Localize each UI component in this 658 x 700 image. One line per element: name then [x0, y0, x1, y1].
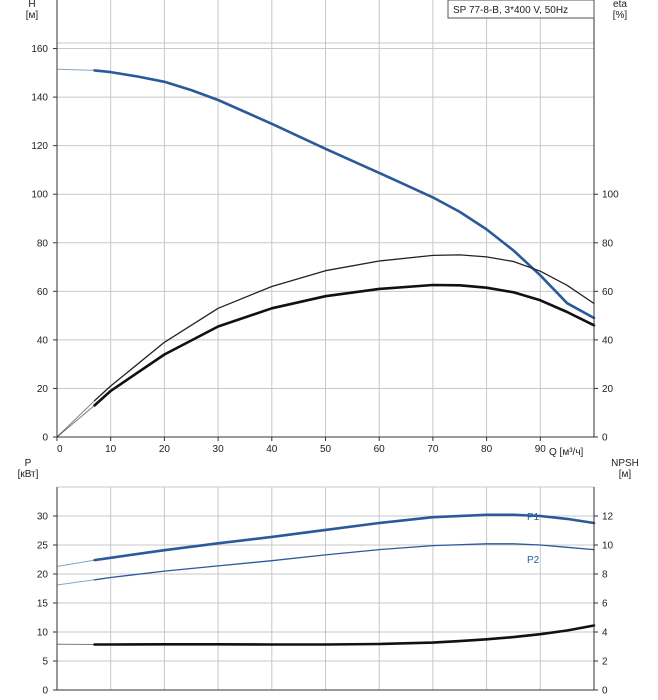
series-line-0-1 — [93, 254, 595, 402]
x-axis-label: Q [м³/ч] — [549, 447, 584, 458]
left-tick-label: 20 — [37, 570, 49, 581]
bottom-chart-series — [56, 513, 596, 646]
right-tick-label: 8 — [602, 570, 608, 581]
series-line-extension — [56, 579, 95, 586]
axis-label-line: NPSH — [611, 458, 639, 469]
left-tick-label: 25 — [37, 541, 49, 552]
series-line-1-0 — [93, 513, 596, 562]
left-tick-label: 160 — [31, 44, 48, 55]
x-tick-label: 70 — [427, 444, 439, 455]
left-tick-label: 80 — [37, 238, 49, 249]
x-tick-label: 0 — [57, 444, 63, 455]
axis-label-line: P — [25, 458, 32, 469]
left-tick-label: 30 — [37, 512, 49, 523]
series-line-extension — [56, 405, 95, 438]
bottom-right-axis-label: NPSH [м] — [611, 458, 639, 480]
x-tick-label: 40 — [266, 444, 278, 455]
top-left-axis-label: H [м] — [26, 0, 39, 21]
top-right-axis-label: eta [%] — [613, 0, 628, 21]
series-line-extension — [56, 559, 95, 567]
x-tick-label: 90 — [535, 444, 547, 455]
left-tick-label: 140 — [31, 93, 48, 104]
axis-label-line: [м] — [619, 469, 632, 480]
axis-label-line: [м] — [26, 10, 39, 21]
right-tick-label: 40 — [602, 335, 614, 346]
top-chart-series — [56, 68, 596, 438]
right-tick-label: 2 — [602, 657, 608, 668]
right-tick-label: 0 — [602, 686, 608, 697]
left-tick-label: 120 — [31, 141, 48, 152]
axis-label-line: [%] — [613, 10, 628, 21]
legend-box: SP 77-8-B, 3*400 V, 50Hz — [447, 0, 595, 19]
x-tick-label: 80 — [481, 444, 493, 455]
right-tick-label: 100 — [602, 190, 619, 201]
series-line-0-2 — [93, 283, 596, 407]
left-tick-label: 100 — [31, 190, 48, 201]
x-tick-label: 30 — [213, 444, 225, 455]
right-tick-label: 20 — [602, 384, 614, 395]
right-tick-label: 12 — [602, 512, 614, 523]
right-tick-label: 60 — [602, 287, 614, 298]
series-line-1-1 — [93, 543, 595, 581]
top-chart-axes: 0 20 40 60 80 100 120 140 160 0 20 40 60 80 100 0 10 20 30… — [31, 0, 619, 455]
right-tick-label: 6 — [602, 599, 608, 610]
bottom-chart-axes: 0 5 10 15 20 25 30 0 2 4 6 8 10 12 — [37, 487, 614, 697]
axis-label-line: H — [28, 0, 35, 10]
left-tick-label: 40 — [37, 335, 49, 346]
top-chart: 0 20 40 60 80 100 120 140 160 0 20 40 60 80 100 0 10 20 30… — [26, 0, 628, 458]
series-line-extension — [56, 400, 95, 438]
bottom-left-axis-label: P [кВт] — [18, 458, 39, 480]
x-tick-label: 10 — [105, 444, 117, 455]
x-tick-label: 20 — [159, 444, 171, 455]
left-tick-label: 20 — [37, 384, 49, 395]
right-tick-label: 10 — [602, 541, 614, 552]
left-tick-label: 5 — [42, 657, 48, 668]
x-tick-label: 60 — [374, 444, 386, 455]
axis-label-line: eta — [613, 0, 627, 10]
left-tick-label: 15 — [37, 599, 49, 610]
series-label-p2: P2 — [527, 555, 540, 566]
right-tick-label: 80 — [602, 238, 614, 249]
series-line-extension — [56, 68, 95, 71]
bottom-chart-grid — [57, 486, 595, 690]
x-tick-label: 50 — [320, 444, 332, 455]
series-line-1-2 — [93, 624, 596, 646]
left-tick-label: 0 — [42, 433, 48, 444]
axis-label-line: [кВт] — [18, 469, 39, 480]
right-tick-label: 0 — [602, 433, 608, 444]
right-tick-label: 4 — [602, 628, 608, 639]
series-label-p1: P1 — [527, 512, 540, 523]
left-tick-label: 10 — [37, 628, 49, 639]
legend-text: SP 77-8-B, 3*400 V, 50Hz — [453, 5, 568, 16]
left-tick-label: 60 — [37, 287, 49, 298]
left-tick-label: 0 — [42, 686, 48, 697]
series-line-0-0 — [93, 69, 596, 320]
